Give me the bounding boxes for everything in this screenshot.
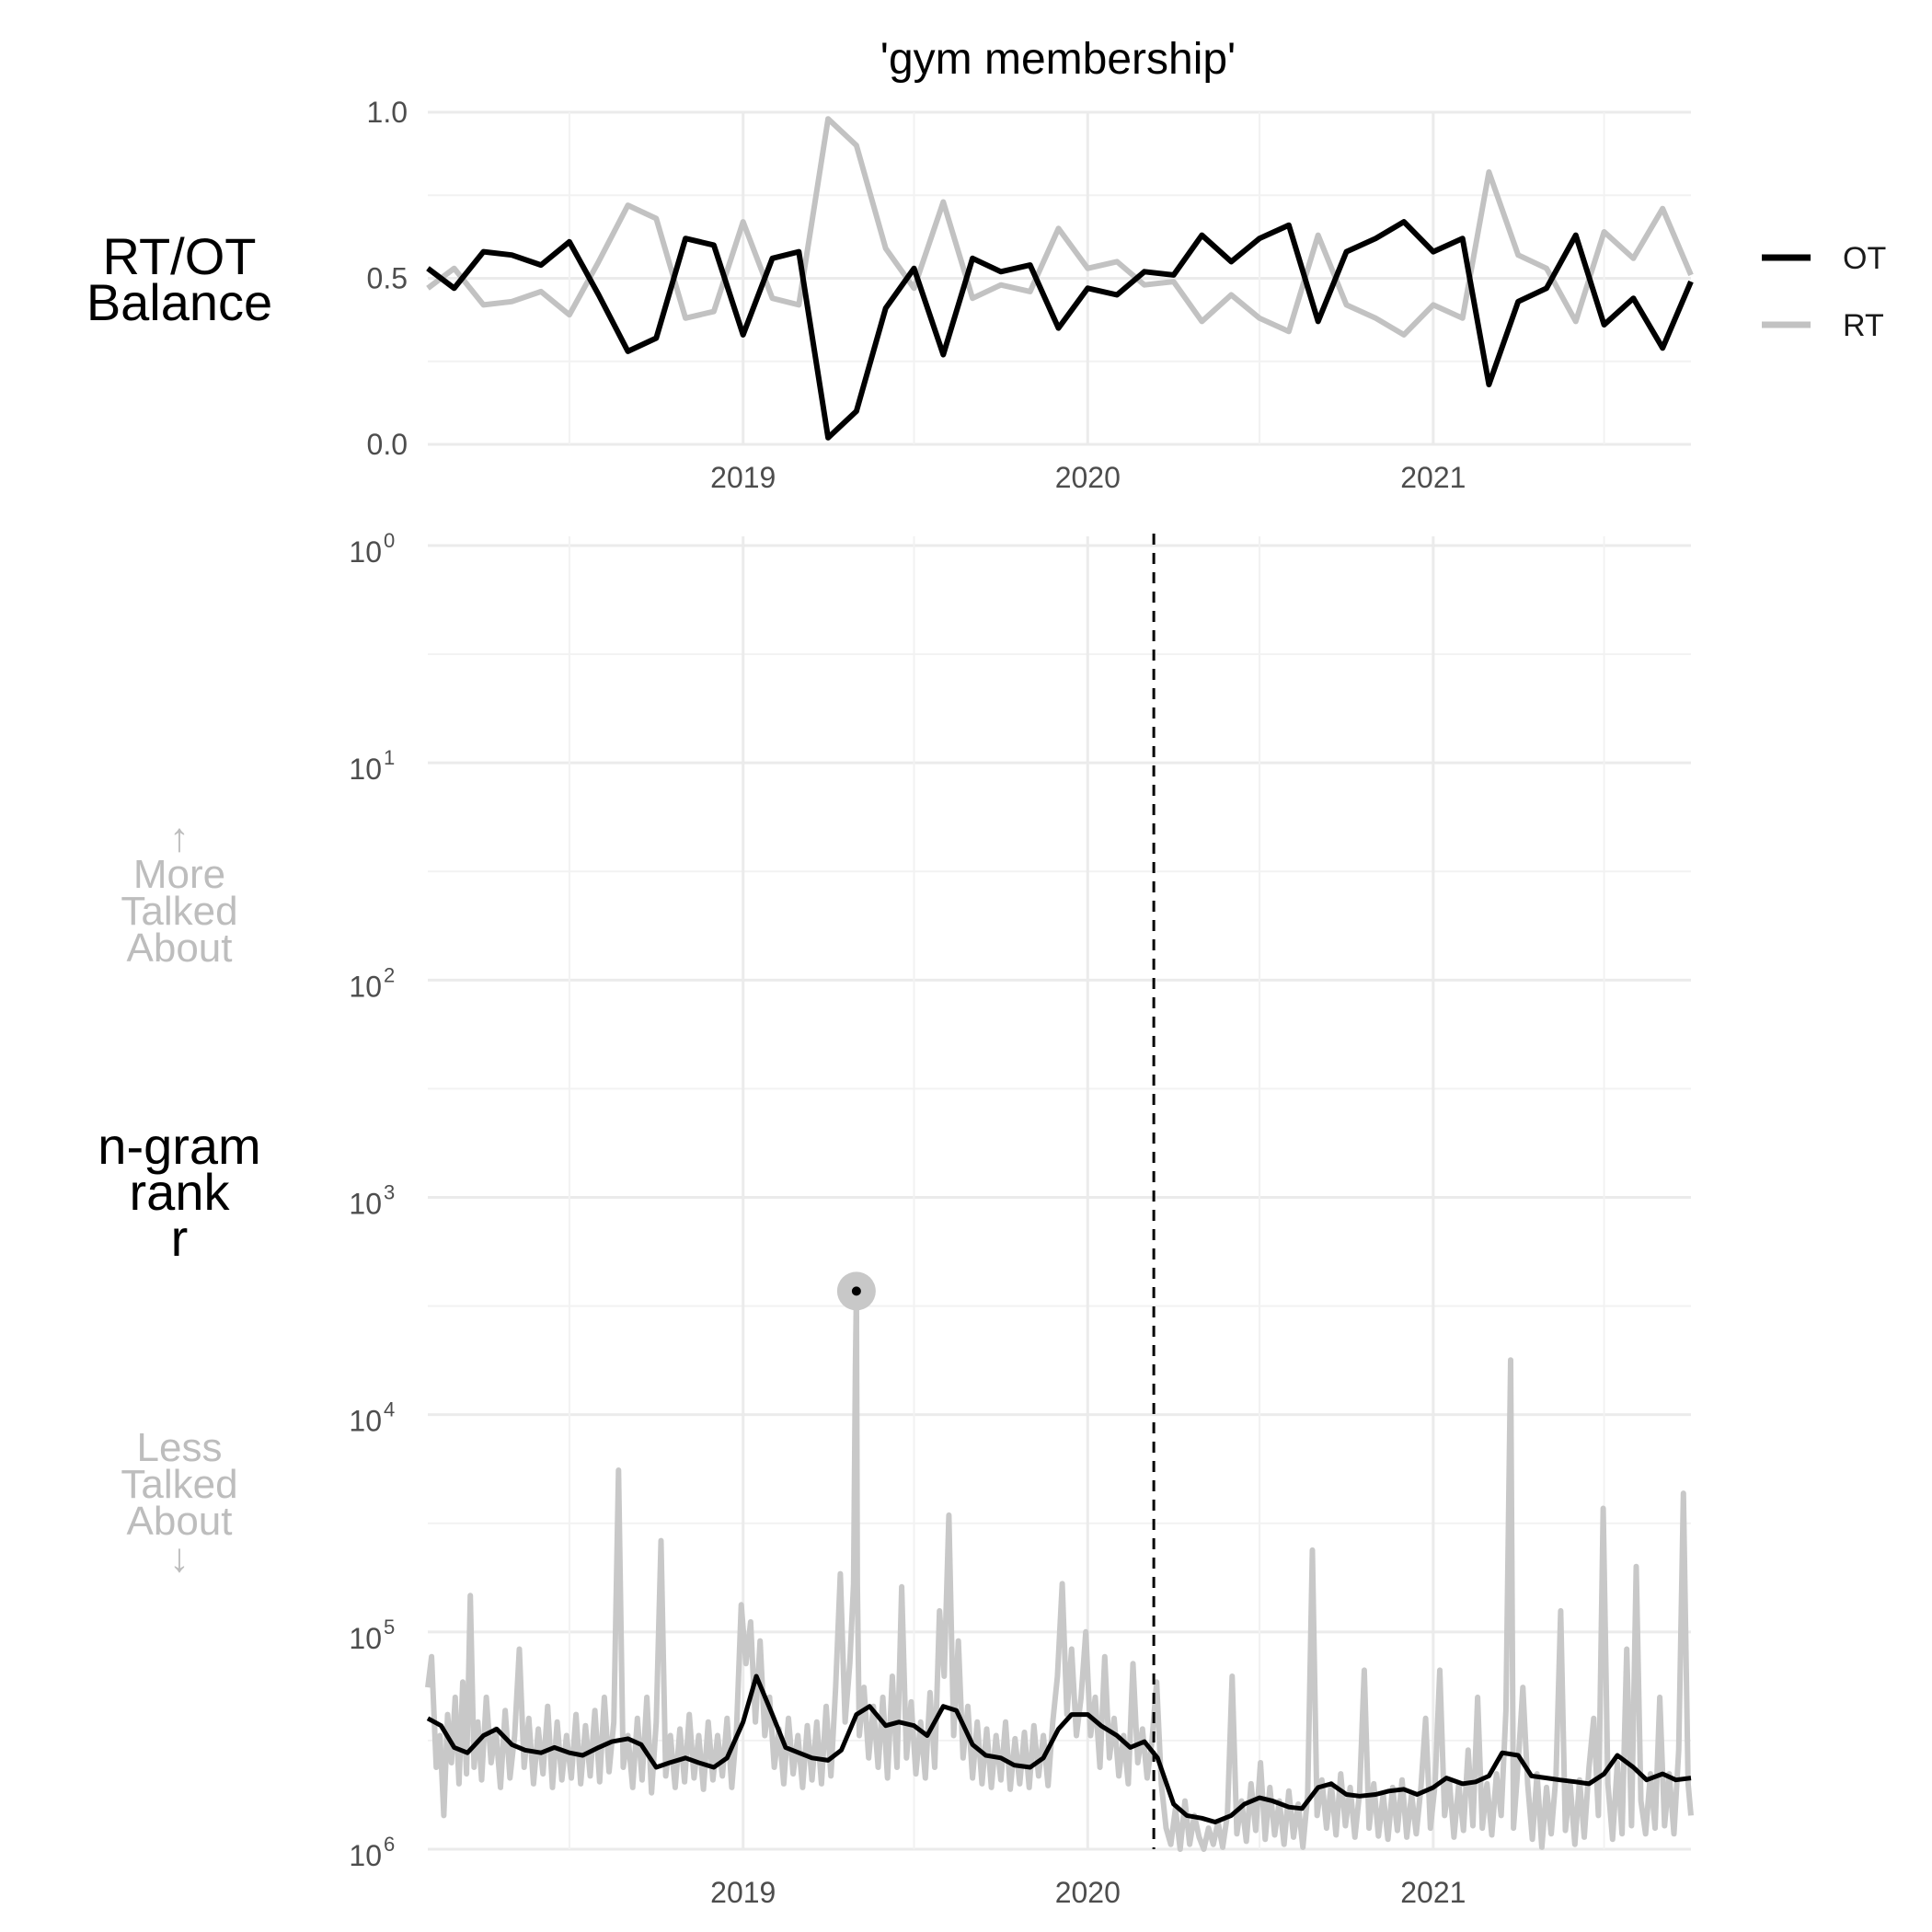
rank-y-label-line: rank	[130, 1163, 231, 1221]
rank-y-tick-label: 10 3	[349, 1181, 395, 1221]
rank-y-tick-base: 10	[349, 753, 382, 786]
balance-y-tick-label: 1.0	[367, 96, 408, 129]
balance-gridlines	[428, 110, 1691, 446]
rank-y-label-line: r	[171, 1209, 189, 1267]
annotation-line: More	[133, 852, 225, 897]
rank-y-tick-base: 10	[349, 970, 382, 1003]
annotation-line: About	[127, 926, 233, 971]
balance-y-label-line: Balance	[86, 273, 272, 331]
chart-title: 'gym membership'	[880, 35, 1236, 84]
series-line-rt	[426, 116, 1694, 338]
series-line-rank-daily	[425, 1288, 1694, 1852]
rank-y-tick-exponent: 5	[384, 1616, 395, 1639]
rank-y-tick-exponent: 2	[384, 963, 395, 986]
rank-y-tick-base: 10	[349, 1622, 382, 1655]
balance-x-tick-label: 2019	[710, 461, 776, 494]
peak-marker	[851, 1286, 861, 1296]
rank-x-ticks: 2019 2020 2021	[710, 1876, 1466, 1909]
annotation-line: Talked	[121, 889, 237, 934]
rank-y-tick-label: 10 5	[349, 1616, 395, 1655]
balance-x-ticks: 2019 2020 2021	[710, 461, 1466, 494]
rank-y-tick-label: 10 0	[349, 529, 395, 569]
balance-x-tick-label: 2020	[1055, 461, 1121, 494]
rank-x-tick-label: 2020	[1055, 1876, 1121, 1909]
rank-x-tick-label: 2021	[1400, 1876, 1466, 1909]
balance-x-tick-label: 2021	[1400, 461, 1466, 494]
legend-label-ot: OT	[1843, 241, 1886, 276]
legend: OT RT	[1762, 241, 1886, 343]
rank-y-tick-exponent: 4	[384, 1398, 395, 1421]
rank-y-tick-base: 10	[349, 535, 382, 569]
annotation-line: About	[127, 1499, 233, 1544]
rank-y-label-line: n-gram	[98, 1117, 260, 1175]
balance-series	[426, 116, 1694, 441]
rank-y-tick-label: 10 2	[349, 963, 395, 1003]
rank-x-tick-label: 2019	[710, 1876, 776, 1909]
rank-y-tick-label: 10 4	[349, 1398, 395, 1438]
rank-y-tick-base: 10	[349, 1839, 382, 1872]
rank-y-tick-label: 10 6	[349, 1833, 395, 1872]
balance-y-label-line: RT/OT	[103, 227, 257, 285]
balance-y-tick-label: 0.5	[367, 262, 408, 295]
rank-series	[425, 1271, 1694, 1852]
annotation-line: Less	[137, 1425, 223, 1470]
annotation-line: Talked	[121, 1462, 237, 1507]
series-line-rank-smoothed	[426, 1673, 1692, 1824]
balance-y-tick-label: 0.0	[367, 428, 408, 461]
rank-y-tick-exponent: 1	[384, 746, 395, 769]
legend-label-rt: RT	[1843, 308, 1884, 343]
annotation-line: ↓	[169, 1535, 190, 1581]
rank-y-tick-base: 10	[349, 1188, 382, 1221]
rank-y-tick-exponent: 6	[384, 1833, 395, 1856]
balance-y-ticks: 0.0 0.5 1.0	[367, 96, 408, 461]
annotation-line: ↑	[169, 815, 190, 860]
rank-y-tick-base: 10	[349, 1405, 382, 1438]
rank-y-tick-exponent: 3	[384, 1181, 395, 1204]
series-line-ot	[426, 219, 1694, 441]
rank-y-tick-label: 10 1	[349, 746, 395, 786]
rank-y-tick-exponent: 0	[384, 529, 395, 552]
